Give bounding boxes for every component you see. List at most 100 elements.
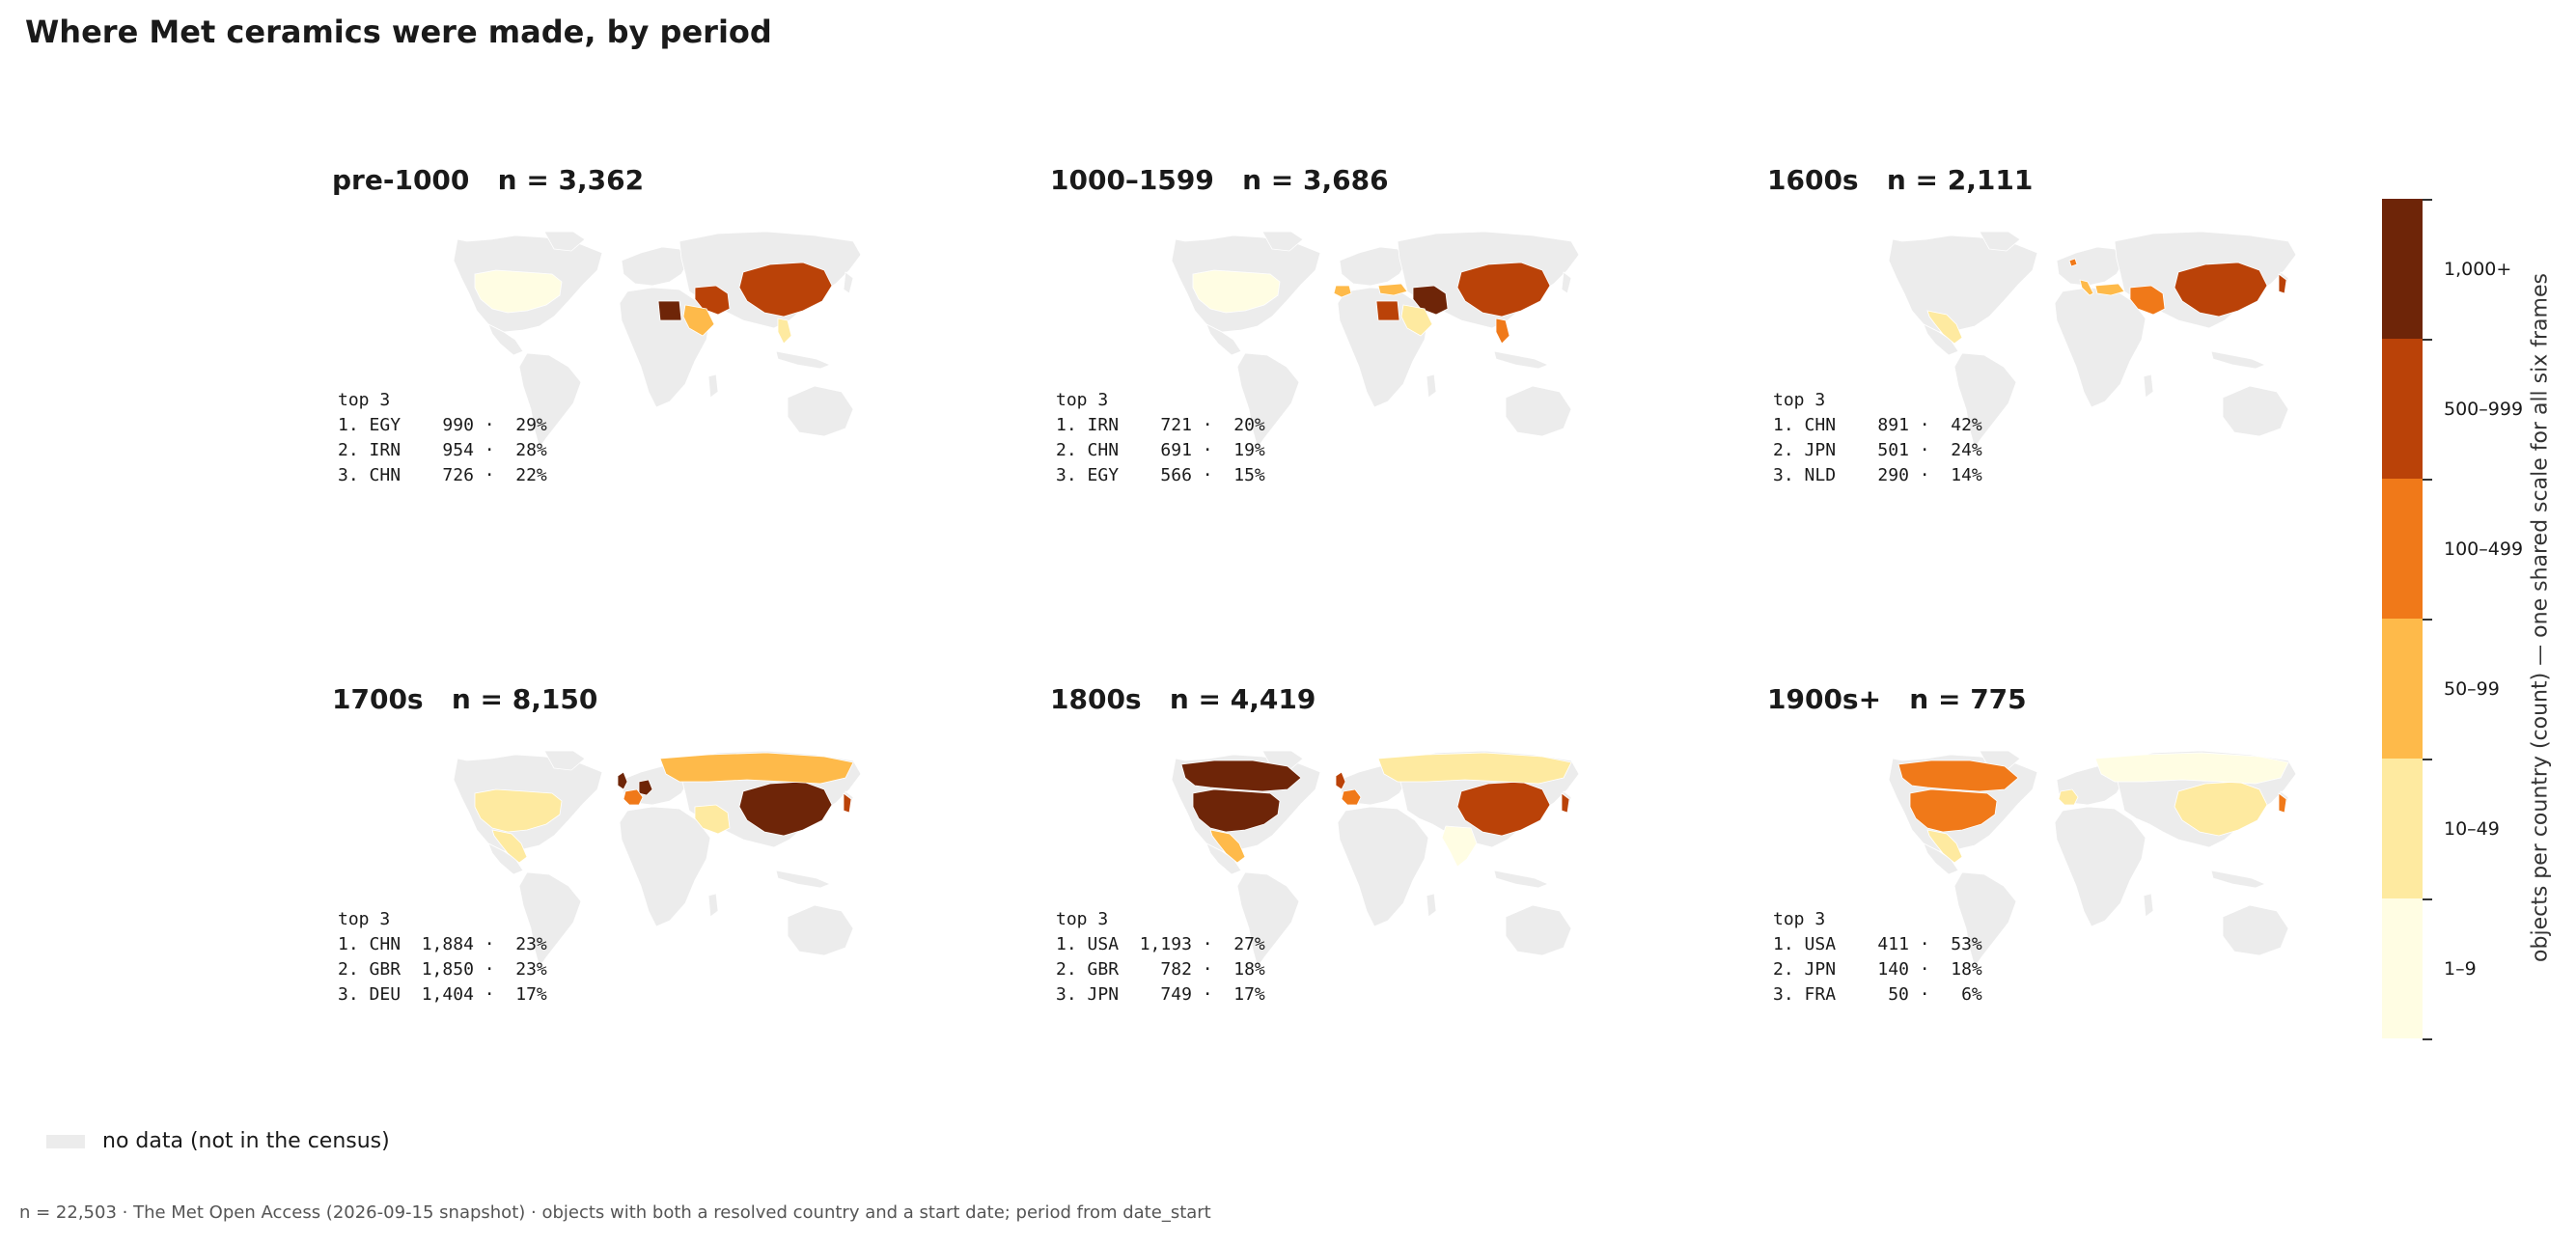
country-mex <box>1209 829 1246 864</box>
top3-count: 411 <box>1877 934 1909 954</box>
top3-pct: 15% <box>1233 465 1265 485</box>
country-chn <box>1456 262 1551 318</box>
land-greenland <box>1979 232 2021 252</box>
country-chn <box>738 262 833 318</box>
land-camerica <box>1923 842 1959 875</box>
world-map <box>453 751 862 968</box>
top3-row: 3. DEU 1,404 · 17% <box>338 982 547 1008</box>
top3-rank: 3. <box>1773 465 1794 485</box>
map-panel: 1000–1599 n = 3,686 top 3 1. IRN 721 · 20%… <box>1050 164 1591 492</box>
panel-n: 3,362 <box>558 164 645 196</box>
country-jpn <box>2278 792 2287 814</box>
top3-list: top 3 1. CHN 891 · 42% 2. JPN 501 · 24% 3. … <box>1773 388 1982 488</box>
panel-n-prefix: n = <box>1881 683 1971 715</box>
top3-count: 140 <box>1877 959 1909 980</box>
top3-pct: 6% <box>1961 984 1982 1005</box>
top3-rank: 2. <box>338 959 359 980</box>
land-australia <box>1505 904 1572 956</box>
top3-pct: 27% <box>1233 934 1265 954</box>
top3-pct: 23% <box>515 959 547 980</box>
land-samerica <box>518 352 582 449</box>
country-can <box>1180 760 1302 792</box>
land-camerica <box>487 323 524 356</box>
panel-title: 1900s+ n = 775 <box>1767 683 2027 715</box>
land-greenland <box>1261 232 1304 252</box>
panel-n-prefix: n = <box>1213 164 1303 196</box>
top3-pct: 23% <box>515 934 547 954</box>
country-egy <box>657 300 682 321</box>
chart-title: Where Met ceramics were made, by period <box>25 14 772 50</box>
top3-count: 726 <box>442 465 474 485</box>
land-samerica <box>1953 352 2017 449</box>
colorbar-segment <box>2382 199 2423 339</box>
land-camerica <box>1205 842 1242 875</box>
top3-row: 1. IRN 721 · 20% <box>1056 413 1265 438</box>
colorbar-tick <box>2423 339 2432 341</box>
panel-period: 1800s <box>1050 683 1142 715</box>
top3-rank: 2. <box>338 440 359 460</box>
top3-count: 721 <box>1160 415 1192 435</box>
land-africa <box>1337 806 1429 927</box>
country-rus <box>2094 752 2289 785</box>
top3-pct: 18% <box>1951 959 1982 980</box>
top3-pct: 28% <box>515 440 547 460</box>
top3-rank: 3. <box>338 984 359 1005</box>
country-rus <box>659 752 854 785</box>
no-data-legend: no data (not in the census) <box>46 1129 390 1153</box>
country-gbr <box>1335 771 1346 790</box>
colorbar-bin-label: 1,000+ <box>2444 258 2512 280</box>
land-europe <box>2056 246 2125 287</box>
top3-row: 2. IRN 954 · 28% <box>338 438 547 463</box>
top3-pct: 14% <box>1951 465 1982 485</box>
top3-row: 3. EGY 566 · 15% <box>1056 463 1265 488</box>
land-australia <box>2222 904 2289 956</box>
panel-n-prefix: n = <box>1141 683 1231 715</box>
top3-row: 2. CHN 691 · 19% <box>1056 438 1265 463</box>
top3-rank: 1. <box>1056 934 1077 954</box>
country-tha <box>777 318 792 345</box>
top3-code: IRN <box>369 440 402 460</box>
country-fra <box>1341 788 1362 806</box>
panel-title: 1600s n = 2,111 <box>1767 164 2033 196</box>
country-mex <box>1926 310 1963 345</box>
top3-rank: 3. <box>338 465 359 485</box>
country-gbr <box>617 771 628 790</box>
colorbar-tick <box>2423 898 2432 900</box>
top3-code: USA <box>1804 934 1837 954</box>
top3-rank: 3. <box>1056 465 1077 485</box>
top3-code: CHN <box>369 465 402 485</box>
top3-pct: 42% <box>1951 415 1982 435</box>
land-australia <box>787 904 854 956</box>
top3-code: CHN <box>1087 440 1120 460</box>
top3-pct: 20% <box>1233 415 1265 435</box>
no-data-legend-label: no data (not in the census) <box>102 1129 390 1153</box>
top3-row: 1. CHN 891 · 42% <box>1773 413 1982 438</box>
country-tur <box>2094 283 2125 296</box>
land-europe <box>1339 246 1408 287</box>
top3-row: 3. JPN 749 · 17% <box>1056 982 1265 1008</box>
colorbar-bin-label: 1–9 <box>2444 957 2477 980</box>
top3-code: DEU <box>369 984 402 1005</box>
top3-pct: 17% <box>515 984 547 1005</box>
top3-pct: 18% <box>1233 959 1265 980</box>
panel-n-prefix: n = <box>469 164 559 196</box>
panel-period: 1600s <box>1767 164 1859 196</box>
top3-rank: 1. <box>1056 415 1077 435</box>
map-panel: 1900s+ n = 775 top 3 1. USA 411 · 53% 2. JP… <box>1767 683 2308 1011</box>
land-africa <box>619 806 711 927</box>
top3-row: 3. FRA 50 · 6% <box>1773 982 1982 1008</box>
top3-pct: 17% <box>1233 984 1265 1005</box>
country-irn <box>694 804 731 835</box>
panel-n-prefix: n = <box>1858 164 1948 196</box>
land-madagascar <box>707 893 719 918</box>
land-indonesia <box>775 350 832 370</box>
top3-rank: 1. <box>338 415 359 435</box>
colorbar-tick <box>2423 199 2432 201</box>
top3-row: 1. USA 411 · 53% <box>1773 932 1982 957</box>
panel-title: 1000–1599 n = 3,686 <box>1050 164 1389 196</box>
land-australia <box>787 385 854 437</box>
top3-count: 1,884 <box>421 934 474 954</box>
country-mex <box>491 829 528 864</box>
top3-list: top 3 1. EGY 990 · 29% 2. IRN 954 · 28% 3. … <box>338 388 547 488</box>
panel-title: 1800s n = 4,419 <box>1050 683 1316 715</box>
